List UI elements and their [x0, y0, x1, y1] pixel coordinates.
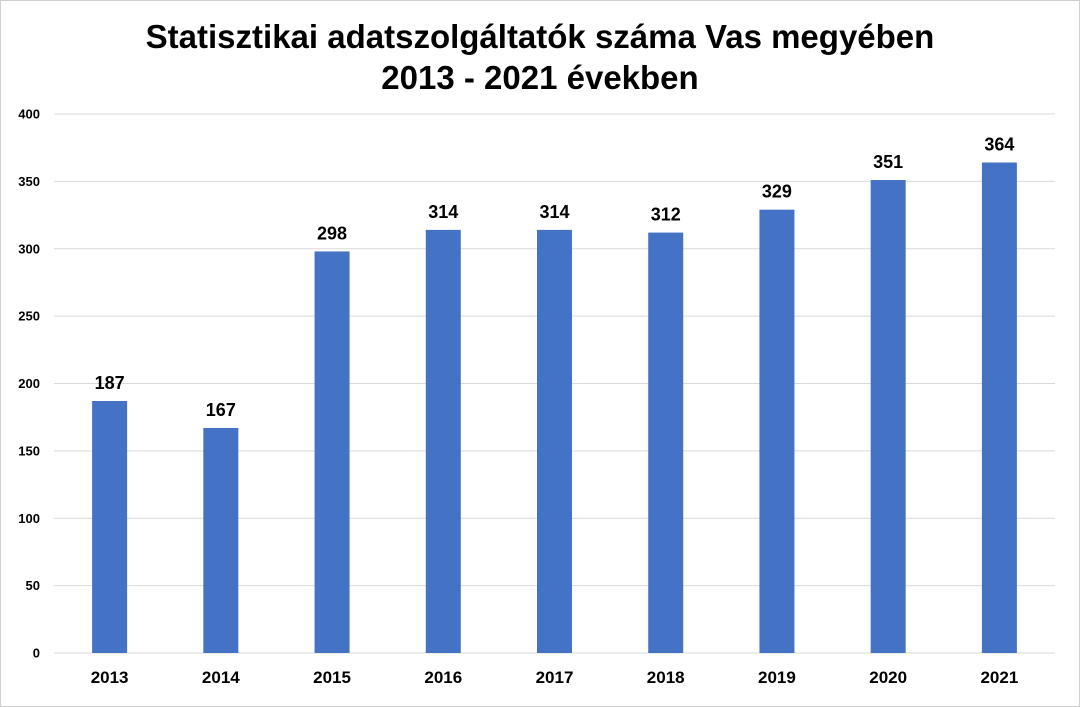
data-label-2019: 329: [762, 182, 792, 202]
bar-2013: [92, 401, 128, 653]
data-label-2014: 167: [206, 400, 236, 420]
bar-2017: [537, 229, 572, 653]
bar-2020: [870, 180, 906, 653]
chart-subtitle: 2013 - 2021 években: [381, 59, 699, 96]
bar-2021: [981, 162, 1017, 653]
data-label-2015: 298: [317, 223, 347, 243]
bar-2015: [314, 251, 350, 653]
bar-2019: [759, 209, 795, 654]
x-tick-label-2018: 2018: [647, 668, 685, 687]
y-tick-label-100: 100: [18, 511, 40, 526]
data-label-2021: 364: [984, 135, 1014, 155]
bars: [92, 162, 1017, 654]
x-tick-label-2013: 2013: [91, 668, 129, 687]
y-tick-label-300: 300: [18, 241, 40, 256]
y-tick-label-0: 0: [33, 646, 40, 661]
y-tick-label-350: 350: [18, 174, 40, 189]
x-tick-label-2019: 2019: [758, 668, 796, 687]
y-tick-label-50: 50: [26, 578, 40, 593]
data-labels: 187 167 298 314 314 312 329 351 364: [95, 135, 1015, 420]
y-axis: 0 50 100 150 200 250 300 350 400: [18, 107, 40, 661]
bar-2014: [203, 427, 239, 653]
x-tick-label-2021: 2021: [980, 668, 1018, 687]
bar-2018: [648, 232, 684, 653]
x-tick-label-2017: 2017: [536, 668, 574, 687]
chart-title-block: Statisztikai adatszolgáltatók száma Vas …: [0, 16, 1080, 98]
chart-title: Statisztikai adatszolgáltatók száma Vas …: [145, 18, 935, 55]
data-label-2013: 187: [95, 373, 125, 393]
data-label-2018: 312: [651, 205, 681, 225]
y-tick-label-400: 400: [18, 107, 40, 122]
y-tick-label-150: 150: [18, 443, 40, 458]
x-tick-label-2016: 2016: [424, 668, 462, 687]
bar-2016: [425, 229, 461, 653]
data-label-2017: 314: [539, 202, 569, 222]
x-tick-label-2015: 2015: [313, 668, 351, 687]
data-label-2020: 351: [873, 152, 903, 172]
x-axis: 2013 2014 2015 2016 2017 2018 2019 2020 2021: [91, 668, 1019, 687]
data-label-2016: 314: [428, 202, 458, 222]
y-tick-label-200: 200: [18, 376, 40, 391]
x-tick-label-2020: 2020: [869, 668, 907, 687]
y-tick-label-250: 250: [18, 309, 40, 324]
x-tick-label-2014: 2014: [202, 668, 240, 687]
